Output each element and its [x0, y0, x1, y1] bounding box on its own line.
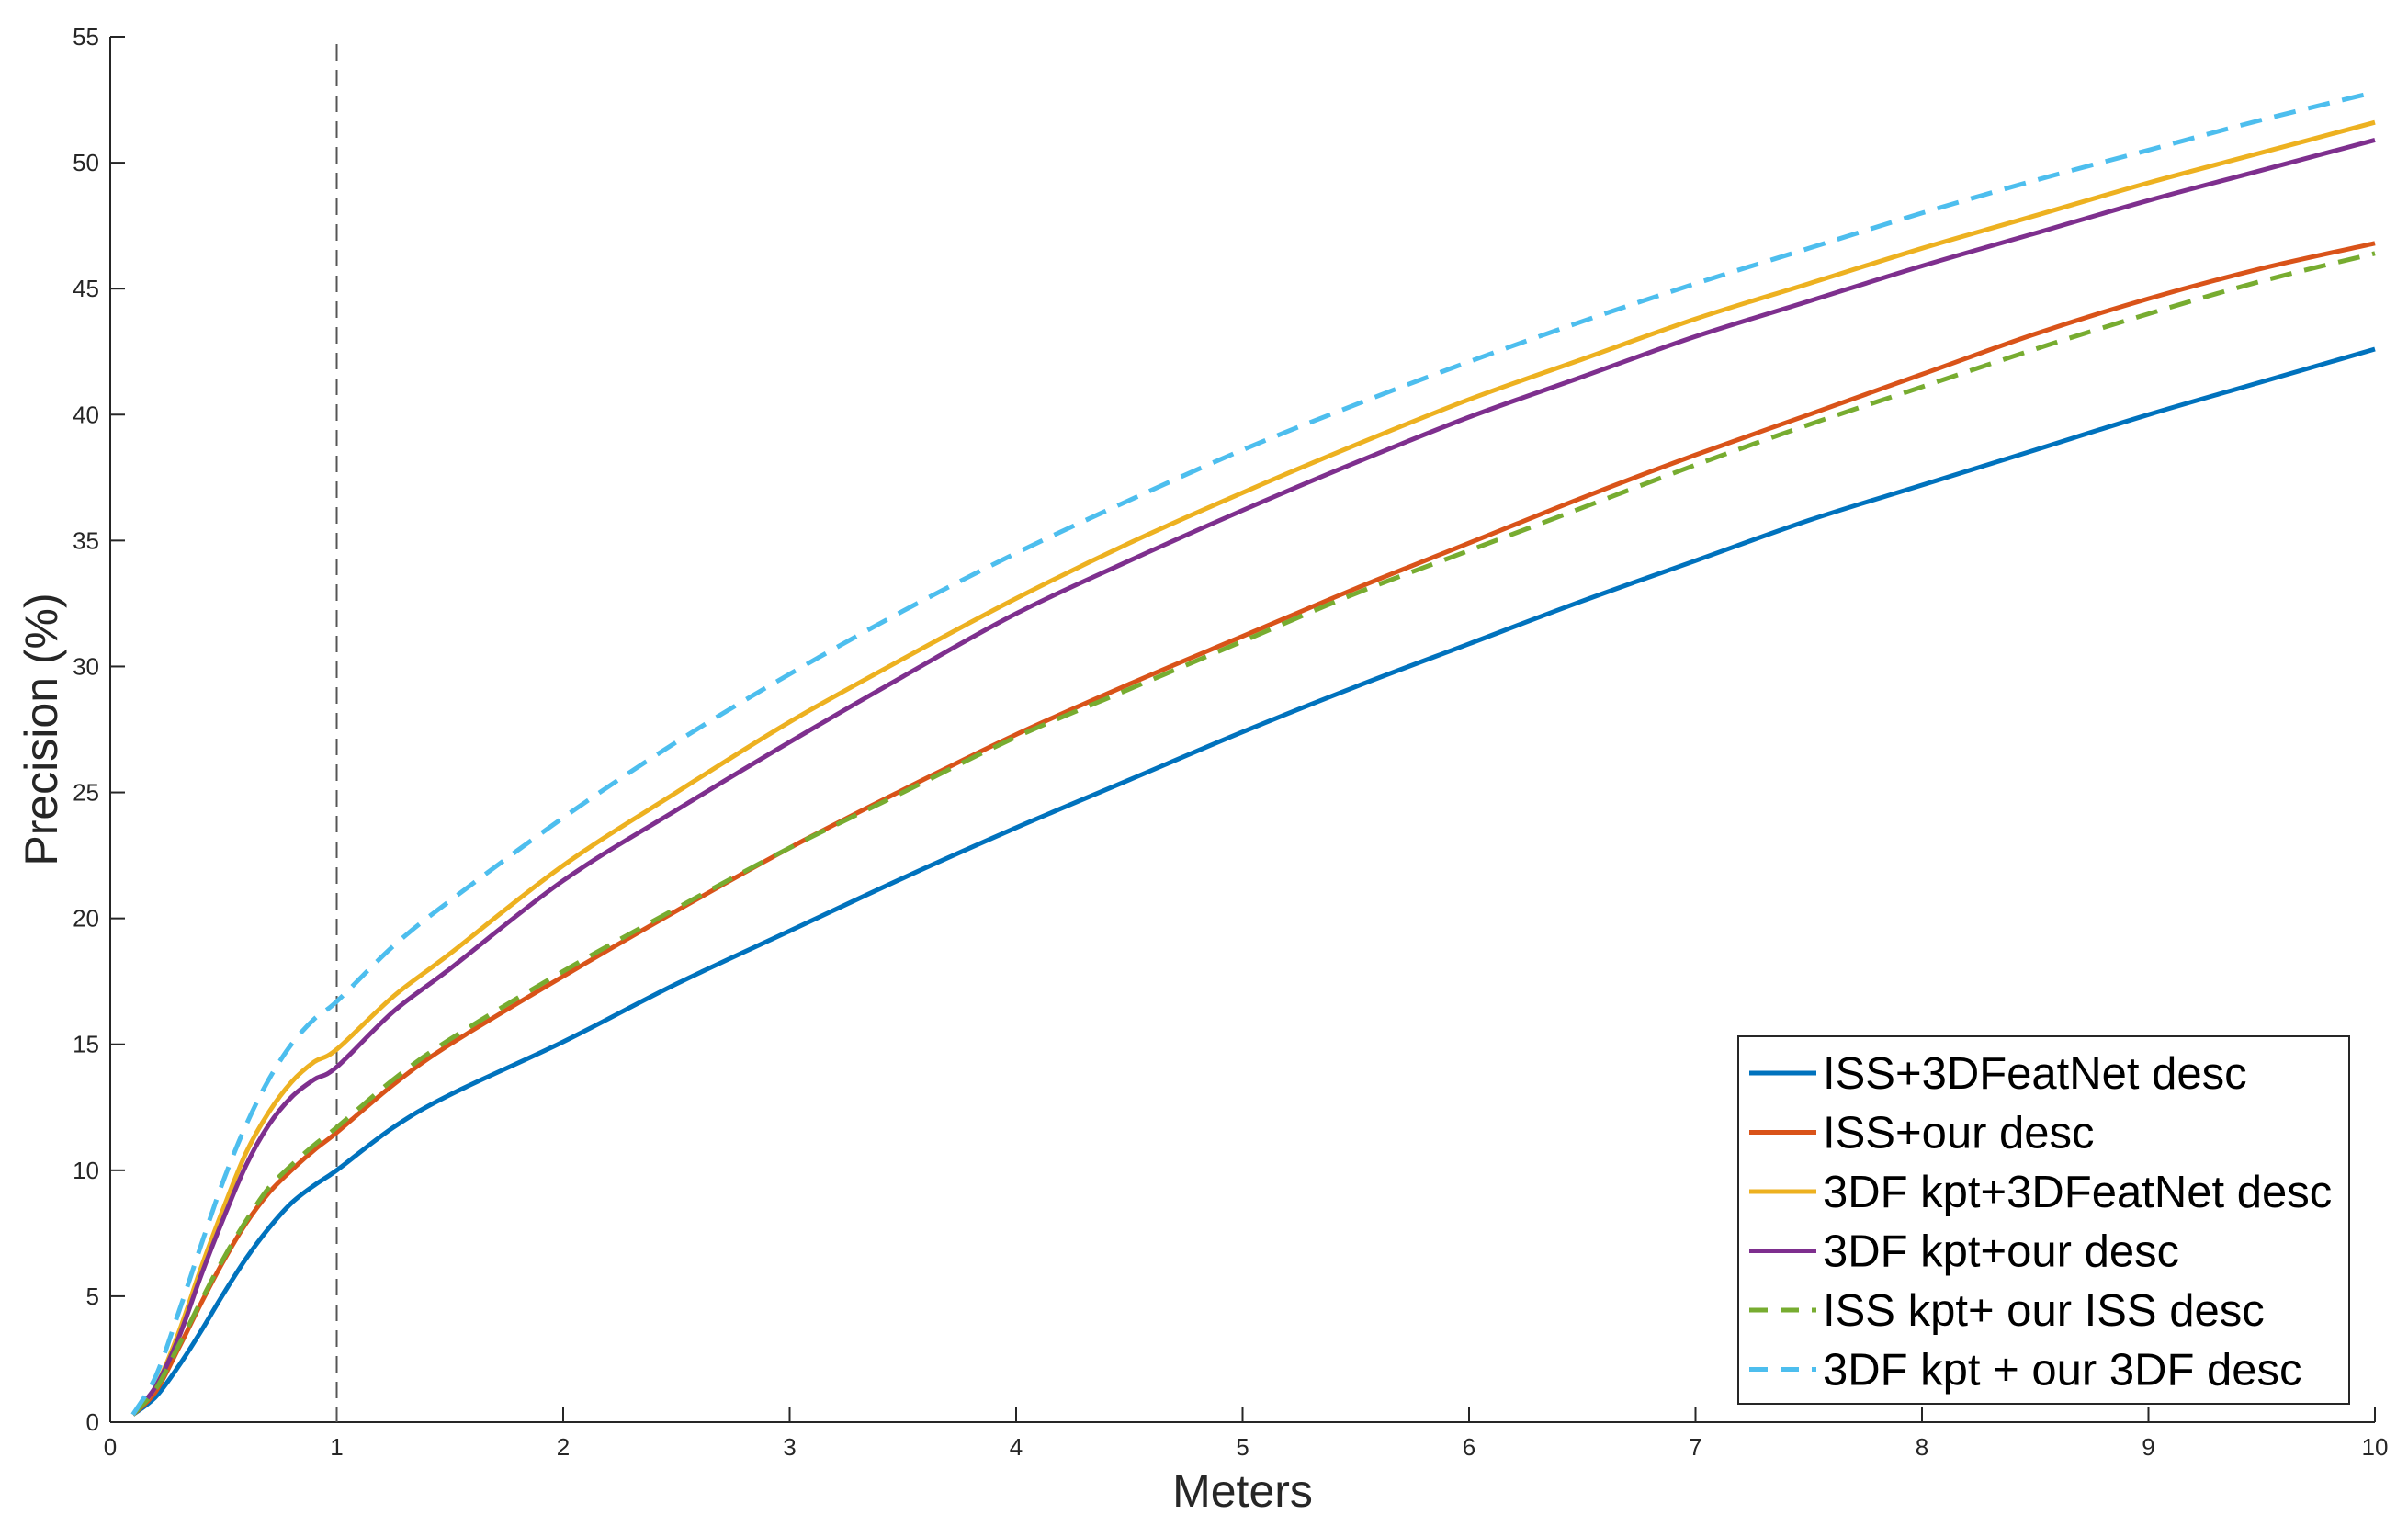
legend-box: [1737, 1035, 2350, 1405]
legend-label-4: ISS kpt+ our ISS desc: [1823, 1286, 2265, 1336]
axes: 0 1 2 3 4 5 6 7 8 9 100510152025303540455055Meters…: [16, 23, 2388, 1517]
x-tick-label: 2: [557, 1433, 570, 1461]
y-tick-label: 30: [73, 652, 99, 680]
legend: ISS+3DFeatNet desc ISS+our desc 3DF kpt+3D…: [1737, 1035, 2350, 1405]
series-line-2: [130, 119, 2376, 1417]
y-tick-label: 0: [86, 1408, 99, 1436]
series-lines: [130, 89, 2376, 1417]
y-tick-label: 50: [73, 149, 99, 176]
y-tick-label: 35: [73, 526, 99, 554]
y-tick-label: 20: [73, 905, 99, 932]
x-tick-label: 0: [104, 1433, 117, 1461]
x-tick-label: 10: [2362, 1433, 2389, 1461]
y-tick-label: 40: [73, 401, 99, 428]
x-tick-label: 1: [330, 1433, 343, 1461]
y-axis-title: Precision (%): [16, 593, 67, 865]
y-tick-label: 15: [73, 1031, 99, 1058]
x-tick-label: 7: [1689, 1433, 1701, 1461]
series-line-3: [130, 137, 2376, 1417]
series-line-0: [131, 346, 2376, 1417]
legend-label-5: 3DF kpt + our 3DF desc: [1823, 1346, 2302, 1396]
series-line-1: [130, 241, 2376, 1417]
x-tick-label: 8: [1916, 1433, 1928, 1461]
y-tick-label: 5: [86, 1283, 99, 1310]
x-tick-label: 3: [783, 1433, 796, 1461]
x-tick-label: 9: [2142, 1433, 2154, 1461]
x-axis-title: Meters: [1172, 1465, 1313, 1517]
legend-label-2: 3DF kpt+3DFeatNet desc: [1823, 1168, 2332, 1217]
x-tick-label: 4: [1010, 1433, 1023, 1461]
legend-label-1: ISS+our desc: [1823, 1109, 2095, 1158]
legend-label-0: ISS+3DFeatNet desc: [1823, 1049, 2247, 1099]
y-tick-label: 45: [73, 275, 99, 302]
y-tick-label: 55: [73, 23, 99, 51]
series-line-4: [130, 251, 2376, 1417]
y-tick-label: 10: [73, 1157, 99, 1184]
legend-label-3: 3DF kpt+our desc: [1823, 1227, 2179, 1277]
y-tick-label: 25: [73, 779, 99, 807]
x-tick-label: 6: [1463, 1433, 1475, 1461]
x-tick-label: 5: [1236, 1433, 1249, 1461]
